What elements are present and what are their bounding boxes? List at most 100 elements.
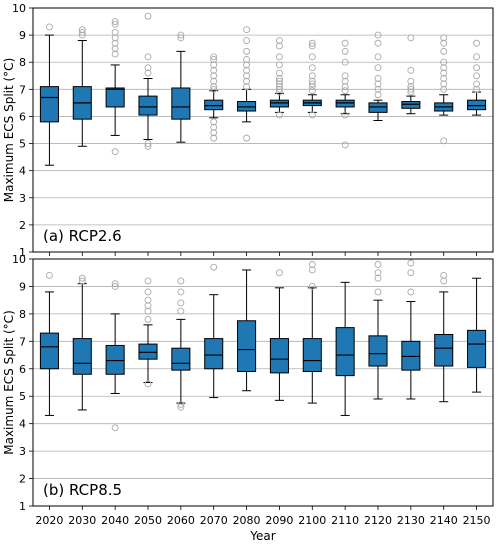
- y-tick-label: 2: [19, 219, 26, 232]
- box-iqr: [105, 87, 125, 108]
- outlier-point: [111, 20, 119, 28]
- y-tick-label: 9: [19, 29, 26, 42]
- y-axis-label: Maximum ECS Split (°C): [2, 58, 16, 203]
- box-2120: [368, 31, 388, 122]
- outlier-point: [144, 302, 152, 310]
- outlier-point: [308, 72, 316, 80]
- box-2060: [171, 277, 191, 411]
- box-iqr: [269, 99, 289, 108]
- outlier-point: [473, 39, 481, 47]
- outlier-point: [177, 299, 185, 307]
- y-tick-label: 7: [19, 335, 26, 348]
- outlier-point: [308, 53, 316, 61]
- y-tick-label: 1: [19, 500, 26, 513]
- box-iqr: [467, 329, 487, 368]
- box-2110: [335, 281, 355, 416]
- outlier-point: [210, 118, 218, 126]
- box-2070: [204, 263, 224, 399]
- outlier-point: [407, 88, 415, 96]
- outlier-point: [407, 83, 415, 91]
- outlier-point: [440, 64, 448, 72]
- outlier-point: [144, 380, 152, 388]
- outlier-point: [275, 269, 283, 277]
- outlier-point: [45, 23, 53, 31]
- outlier-point: [111, 148, 119, 156]
- outlier-point: [407, 288, 415, 296]
- outlier-point: [407, 85, 415, 93]
- outlier-point: [144, 296, 152, 304]
- y-tick-label: 5: [19, 138, 26, 151]
- box-2070: [204, 53, 224, 142]
- panel-b: 1 2 3 4 5 6 7 8 9 10 2020 2030 2040 2050 2060 2070 2080 2…: [2, 253, 494, 543]
- box-2080: [237, 269, 257, 392]
- box-iqr: [335, 99, 355, 108]
- outlier-point: [210, 123, 218, 131]
- outlier-point: [374, 274, 382, 282]
- outlier-point: [45, 272, 53, 279]
- x-tick-label: 2060: [167, 514, 195, 527]
- outlier-point: [243, 83, 251, 91]
- outlier-point: [308, 77, 316, 85]
- box-iqr: [171, 347, 191, 371]
- box-2130: [401, 259, 421, 400]
- panel-label: (a) RCP2.6: [43, 227, 122, 245]
- outlier-point: [275, 88, 283, 96]
- outlier-point: [308, 111, 316, 119]
- outlier-point: [374, 80, 382, 88]
- outlier-point: [473, 85, 481, 93]
- outlier-point: [210, 72, 218, 80]
- outlier-point: [78, 28, 86, 36]
- panel-a: 1 2 3 4 5 6 7 8 9 10 (a) RCP2.6 Maximum ECS Split (…: [2, 2, 494, 259]
- outlier-point: [243, 26, 251, 34]
- outlier-point: [177, 403, 185, 411]
- outlier-point: [275, 80, 283, 88]
- outlier-point: [308, 83, 316, 91]
- outlier-point: [210, 134, 218, 142]
- plot-frame: [32, 258, 494, 507]
- outlier-point: [210, 66, 218, 74]
- box-2100: [302, 39, 322, 119]
- outlier-point: [78, 31, 86, 39]
- box-iqr: [171, 87, 191, 120]
- y-tick-label: 4: [19, 165, 26, 178]
- box-2030: [72, 274, 92, 411]
- outlier-point: [275, 85, 283, 93]
- outlier-point: [341, 39, 349, 47]
- outlier-point: [374, 85, 382, 93]
- outlier-point: [440, 39, 448, 47]
- outlier-point: [78, 26, 86, 34]
- outlier-point: [177, 31, 185, 39]
- outlier-point: [341, 141, 349, 149]
- x-tick-label: 2090: [265, 514, 293, 527]
- outlier-point: [275, 75, 283, 82]
- outlier-point: [374, 64, 382, 72]
- box-2150: [467, 39, 487, 116]
- box-2140: [434, 34, 454, 145]
- outlier-point: [144, 12, 152, 20]
- outlier-point: [144, 277, 152, 285]
- outlier-point: [78, 274, 86, 282]
- outlier-point: [243, 77, 251, 85]
- y-tick-label: 6: [19, 363, 26, 376]
- outlier-point: [144, 288, 152, 296]
- box-iqr: [138, 343, 158, 360]
- outlier-point: [144, 140, 152, 148]
- outlier-point: [177, 401, 185, 408]
- box-iqr: [401, 101, 421, 109]
- outlier-point: [440, 80, 448, 88]
- outlier-point: [210, 61, 218, 69]
- outlier-point: [275, 83, 283, 91]
- outlier-point: [275, 111, 283, 119]
- outlier-point: [473, 80, 481, 88]
- outlier-point: [210, 129, 218, 137]
- x-tick-label: 2130: [397, 514, 425, 527]
- outlier-point: [275, 37, 283, 44]
- outlier-point: [111, 34, 119, 42]
- x-tick-label: 2120: [364, 514, 392, 527]
- outlier-point: [407, 66, 415, 74]
- x-tick-label: 2070: [200, 514, 228, 527]
- outlier-point: [177, 277, 185, 285]
- box-iqr: [269, 338, 289, 374]
- box-2030: [72, 26, 92, 147]
